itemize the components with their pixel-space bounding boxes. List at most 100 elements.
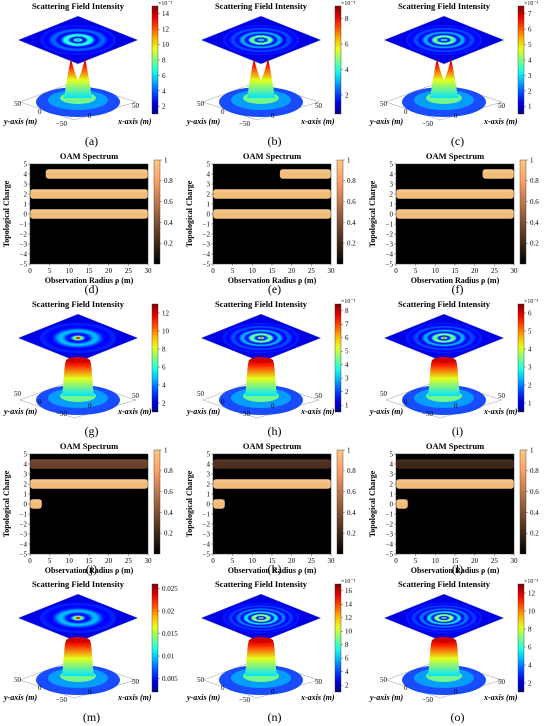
x-tick-label: 0 [271, 402, 275, 410]
colorbar [517, 583, 525, 693]
surface-peak-top [67, 637, 89, 643]
x-tick-label: 0 [28, 557, 32, 565]
panel-i: Scattering Field Intensity y-axis (m) x-ax… [366, 298, 549, 440]
colorbar-tick-label: 0.8 [530, 467, 539, 475]
colorbar-tick-label: 7 [345, 321, 349, 329]
x-tick-label: 15 [452, 557, 460, 565]
colorbar-tick-label: 5 [528, 41, 532, 49]
oam-band-highlight [396, 459, 514, 462]
x-tick-label: −50 [56, 410, 67, 418]
colorbar-tick-label: 0.005 [162, 675, 178, 683]
colorbar-tick-label: 2 [345, 388, 349, 396]
oam-band [396, 209, 514, 219]
y-axis-label: y-axis (m) [186, 693, 220, 702]
y-tick-label: 1 [390, 490, 394, 498]
x-tick-label: 50 [132, 678, 140, 686]
surface-peak-top [67, 357, 89, 363]
colorbar-tick-label: 1 [530, 156, 534, 164]
colorbar [519, 159, 527, 265]
oam-band [213, 209, 331, 219]
y-axis-label: Topological Charge [2, 180, 11, 247]
colorbar-tick-label: 0.8 [164, 467, 173, 475]
colorbar-tick-label: 3 [345, 375, 349, 383]
colorbar-tick-label: 2 [528, 381, 532, 389]
x-tick-label: 50 [315, 678, 323, 686]
x-tick-label: 5 [231, 267, 235, 275]
y-tick-label: −1 [386, 510, 394, 518]
panel-label: (a) [84, 134, 99, 148]
plot-title: Scattering Field Intensity [215, 1, 308, 11]
y-tick-label: 5 [24, 160, 28, 168]
colorbar-tick-label: 6 [528, 26, 532, 34]
x-tick-label: 5 [414, 267, 418, 275]
x-axis-label: x-axis (m) [300, 117, 335, 126]
colorbar-tick-label: 0.02 [162, 607, 175, 615]
colorbar-tick-label: 8 [162, 345, 166, 353]
y-tick-label: 3 [207, 470, 211, 478]
panel-plot: Scattering Field Intensity y-axis (m) x-ax… [369, 579, 539, 704]
colorbar-exponent: ×10⁻³ [524, 1, 539, 7]
panel-plot: Scattering Field Intensity y-axis (m) x-ax… [369, 1, 539, 128]
y-tick-label: 1 [24, 490, 28, 498]
colorbar-tick-label: 1 [347, 156, 351, 164]
plot-title: Scattering Field Intensity [398, 579, 491, 589]
surface-peak-top [250, 357, 272, 363]
y-tick-label: −4 [386, 250, 394, 258]
oam-band [30, 459, 148, 469]
y-tick-label: 0 [221, 108, 225, 116]
colorbar [517, 5, 525, 115]
panel-label: (d) [84, 282, 99, 296]
x-tick-label: 0 [28, 267, 32, 275]
plot-title: Scattering Field Intensity [398, 299, 491, 309]
panel-label: (h) [267, 424, 282, 438]
colorbar-tick-label: 0.6 [164, 488, 173, 496]
y-tick-label: −5 [20, 260, 28, 268]
colorbar [336, 449, 344, 555]
colorbar-tick-label: 8 [162, 56, 166, 64]
x-axis-label: x-axis (m) [300, 693, 335, 702]
x-tick-label: 15 [86, 557, 94, 565]
oam-band-highlight [213, 479, 331, 483]
panel-e: OAM Spectrum 5 4 3 2 1 0 −1 −2 −3 −4 −5 0 5 10 15 20 25 30… [183, 150, 366, 298]
x-tick-label: 50 [315, 392, 323, 400]
y-tick-label: −5 [20, 550, 28, 558]
y-axis-label: Topological Charge [2, 470, 11, 537]
colorbar-tick-label: 4 [162, 87, 166, 95]
panel-label: (b) [267, 134, 282, 148]
y-tick-label: −5 [386, 550, 394, 558]
x-tick-label: 5 [48, 267, 52, 275]
y-tick-label: 4 [24, 460, 28, 468]
y-tick-label: −1 [203, 510, 211, 518]
colorbar-tick-label: 4 [528, 345, 532, 353]
colorbar-tick-label: 0.01 [162, 652, 175, 660]
x-axis-label: x-axis (m) [117, 407, 152, 416]
y-tick-label: 5 [207, 160, 211, 168]
y-tick-label: −3 [20, 240, 28, 248]
colorbar-exponent: ×10⁻³ [158, 1, 173, 7]
colorbar-tick-label: 6 [528, 309, 532, 317]
colorbar-tick-label: 1 [528, 399, 532, 407]
oam-band [30, 479, 148, 489]
panel-plot: Scattering Field Intensity y-axis (m) x-ax… [3, 1, 173, 128]
x-tick-label: 15 [269, 267, 277, 275]
intensity-map-rings [40, 323, 116, 353]
y-axis-label: y-axis (m) [3, 117, 37, 126]
panel-label: (l) [451, 562, 464, 576]
intensity-map-rings [40, 25, 116, 55]
x-tick-label: 25 [125, 557, 133, 565]
panel-n: Scattering Field Intensity y-axis (m) x-ax… [183, 578, 366, 726]
oam-band-highlight [30, 479, 148, 483]
x-tick-label: 10 [66, 557, 74, 565]
surface-peak [428, 357, 460, 396]
y-tick-label: 0 [207, 210, 211, 218]
colorbar-tick-label: 8 [528, 625, 532, 633]
y-tick-label: 50 [197, 676, 205, 684]
panel-g: Scattering Field Intensity y-axis (m) x-ax… [0, 298, 183, 440]
colorbar-tick-label: 12 [162, 26, 170, 34]
colorbar-tick-label: 6 [345, 334, 349, 342]
y-tick-label: 0 [207, 500, 211, 508]
x-axis-label: x-axis (m) [483, 407, 518, 416]
intensity-map-rings [406, 323, 482, 353]
colorbar [517, 303, 525, 413]
